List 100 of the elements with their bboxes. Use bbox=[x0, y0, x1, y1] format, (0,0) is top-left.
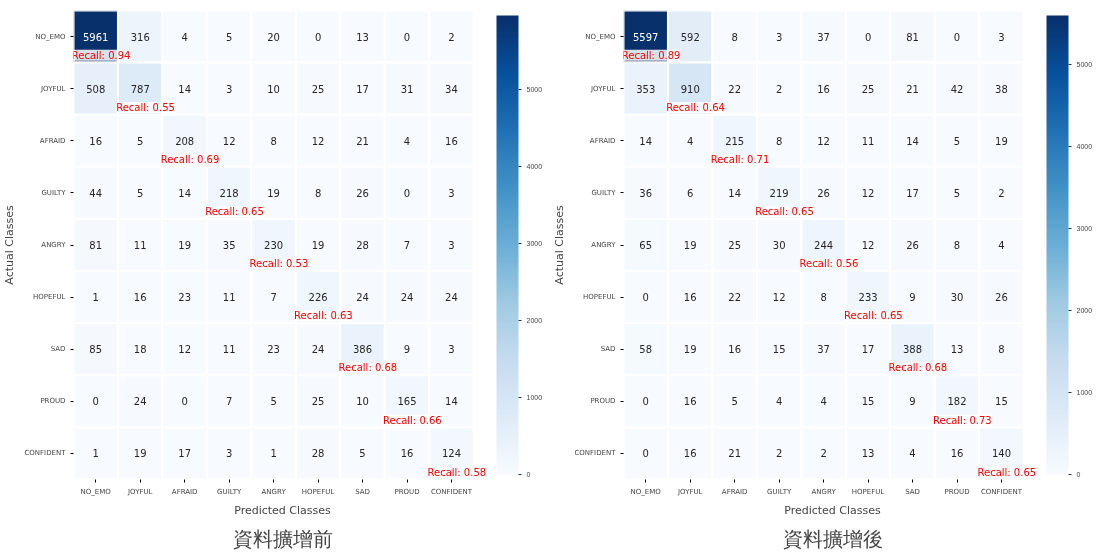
y-axis-title: Actual Classes bbox=[3, 205, 17, 285]
data-label: 28 bbox=[356, 240, 369, 251]
data-label: 0 bbox=[181, 396, 188, 408]
data-label: 14 bbox=[178, 187, 192, 199]
data-label: 23 bbox=[178, 292, 192, 304]
data-label: 25 bbox=[311, 396, 325, 408]
data-label: 4 bbox=[687, 135, 694, 147]
data-label: 24 bbox=[400, 292, 414, 304]
data-label: 12 bbox=[772, 292, 786, 304]
data-label: 8 bbox=[820, 292, 827, 304]
data-label: 42 bbox=[950, 83, 964, 95]
data-label: 34 bbox=[445, 83, 458, 95]
data-label: 10 bbox=[356, 396, 369, 408]
data-label: 230 bbox=[264, 240, 284, 251]
data-label: 23 bbox=[267, 344, 280, 356]
data-label: 19 bbox=[683, 344, 697, 356]
data-label: 19 bbox=[683, 240, 697, 251]
data-label: 14 bbox=[728, 187, 742, 199]
data-label: 8 bbox=[314, 187, 322, 199]
data-label: 15 bbox=[995, 396, 1008, 408]
data-label: 7 bbox=[225, 396, 233, 408]
data-label: 8 bbox=[953, 240, 961, 251]
data-label: 19 bbox=[178, 240, 192, 251]
data-label: 8 bbox=[998, 344, 1005, 356]
data-label: 35 bbox=[222, 240, 236, 251]
data-label: 19 bbox=[995, 135, 1008, 147]
data-label: 12 bbox=[861, 240, 875, 251]
data-label: 4 bbox=[403, 135, 411, 147]
annotation: Recall: 0.65 bbox=[205, 206, 264, 218]
data-label: 16 bbox=[728, 344, 742, 356]
data-label: 24 bbox=[445, 292, 458, 304]
text: 資料擴增後 bbox=[782, 526, 883, 551]
annotation: Recall: 0.65 bbox=[755, 206, 814, 218]
data-label: 9 bbox=[403, 344, 411, 356]
data-label: 386 bbox=[353, 344, 373, 356]
data-label: 2 bbox=[775, 448, 783, 460]
data-label: 28 bbox=[311, 448, 325, 460]
x-axis-title: Predicted Classes bbox=[234, 503, 332, 517]
data-label: 26 bbox=[906, 240, 919, 251]
data-label: 22 bbox=[728, 83, 742, 95]
data-label: 24 bbox=[133, 396, 147, 408]
data-label: 11 bbox=[133, 240, 147, 251]
data-label: 11 bbox=[222, 292, 236, 304]
data-label: 124 bbox=[441, 448, 462, 460]
data-label: 16 bbox=[445, 135, 458, 147]
data-label: 5 bbox=[137, 187, 144, 199]
data-label: 4 bbox=[775, 396, 783, 408]
data-label: 16 bbox=[683, 396, 697, 408]
data-label: 12 bbox=[311, 135, 325, 147]
data-label: 4 bbox=[909, 448, 916, 460]
data-label: 14 bbox=[445, 396, 458, 408]
annotation: Recall: 0.68 bbox=[888, 362, 948, 374]
data-label: 4 bbox=[820, 396, 827, 408]
data-label: 5 bbox=[137, 135, 144, 147]
data-label: 11 bbox=[222, 344, 236, 356]
data-label: 6 bbox=[687, 187, 694, 199]
data-label: 58 bbox=[639, 344, 653, 356]
annotation: Recall: 0.94 bbox=[71, 49, 131, 61]
data-label: 81 bbox=[89, 240, 103, 251]
annotation: Recall: 0.66 bbox=[383, 414, 442, 426]
annotation: Recall: 0.71 bbox=[710, 154, 770, 166]
data-label: 24 bbox=[356, 292, 369, 304]
data-label: 8 bbox=[731, 31, 738, 43]
data-label: 12 bbox=[222, 135, 236, 147]
data-label: 215 bbox=[725, 135, 745, 147]
data-label: 0 bbox=[642, 396, 649, 408]
data-label: 21 bbox=[728, 448, 742, 460]
data-label: 244 bbox=[814, 240, 834, 251]
data-label: 0 bbox=[864, 31, 872, 43]
data-label: 7 bbox=[403, 240, 411, 251]
data-label: 13 bbox=[356, 31, 369, 43]
data-label: 0 bbox=[953, 31, 961, 43]
data-label: 9 bbox=[909, 292, 916, 304]
annotation: Recall: 0.64 bbox=[666, 101, 725, 113]
data-label: 17 bbox=[861, 344, 875, 356]
data-label: 787 bbox=[130, 83, 150, 95]
data-label: 5 bbox=[731, 396, 738, 408]
data-label: 15 bbox=[772, 344, 786, 356]
data-label: 5 bbox=[225, 31, 233, 43]
data-label: 20 bbox=[267, 31, 280, 43]
data-label: 44 bbox=[89, 187, 103, 199]
data-label: 592 bbox=[680, 31, 700, 43]
data-label: 25 bbox=[728, 240, 742, 251]
data-label: 9 bbox=[909, 396, 916, 408]
annotation: Recall: 0.65 bbox=[977, 466, 1037, 478]
data-label: 21 bbox=[356, 135, 369, 147]
data-label: 30 bbox=[772, 240, 786, 251]
data-label: 218 bbox=[219, 187, 239, 199]
data-label: 22 bbox=[728, 292, 742, 304]
data-label: 1 bbox=[270, 448, 277, 460]
data-label: 85 bbox=[89, 344, 103, 356]
data-label: 3 bbox=[775, 31, 783, 43]
data-label: 3 bbox=[225, 83, 233, 95]
annotation: Recall: 0.65 bbox=[844, 310, 903, 322]
data-label: 165 bbox=[397, 396, 417, 408]
data-label: 0 bbox=[642, 448, 649, 460]
data-label: 5 bbox=[953, 135, 961, 147]
data-label: 5 bbox=[953, 187, 961, 199]
data-label: 140 bbox=[991, 448, 1012, 460]
data-label: 1 bbox=[92, 292, 99, 304]
